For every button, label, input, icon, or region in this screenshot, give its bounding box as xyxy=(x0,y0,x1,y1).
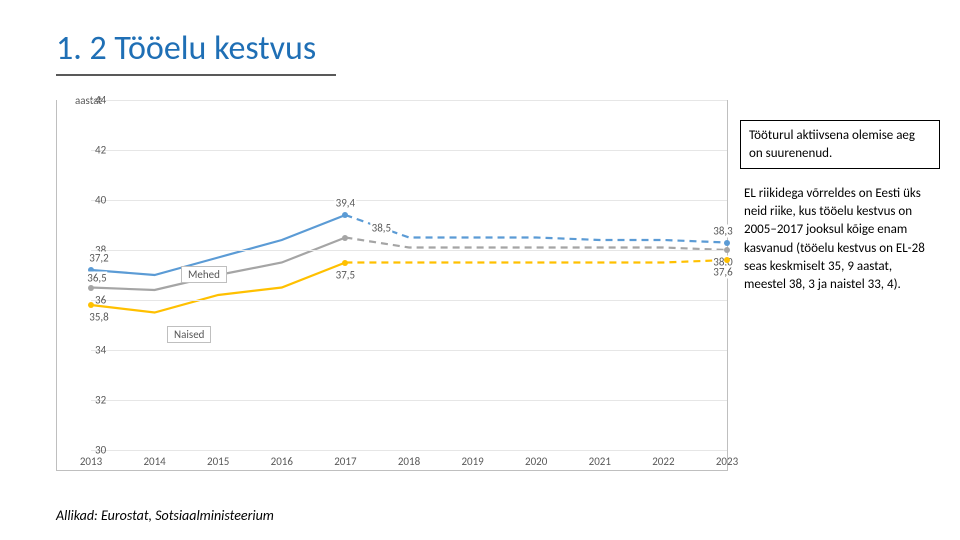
slide: 1. 2 Tööelu kestvus aastat 3032343638404… xyxy=(0,0,960,540)
grid-line xyxy=(91,400,727,401)
x-tick-label: 2014 xyxy=(143,455,165,468)
data-label: 37,5 xyxy=(335,268,356,281)
source-citation: Allikad: Eurostat, Sotsiaalministeerium xyxy=(56,507,274,524)
y-tick-label: 44 xyxy=(95,94,106,107)
grid-line xyxy=(91,450,727,451)
grid-line xyxy=(91,350,727,351)
data-marker xyxy=(724,257,730,263)
grid-line xyxy=(91,150,727,151)
y-tick-label: 34 xyxy=(95,344,106,357)
data-marker xyxy=(724,247,730,253)
x-tick-label: 2017 xyxy=(334,455,356,468)
data-label: 37,2 xyxy=(88,252,109,265)
data-label: 38,3 xyxy=(712,224,733,237)
legend-mehed: Mehed xyxy=(181,266,227,283)
x-tick-label: 2020 xyxy=(525,455,547,468)
line-chart: aastat 303234363840424420132014201520162… xyxy=(56,100,728,471)
data-label: 36,5 xyxy=(86,271,107,284)
grid-line xyxy=(91,200,727,201)
data-label: 35,8 xyxy=(88,311,109,324)
y-tick-label: 42 xyxy=(95,144,106,157)
series-line-mehed-forecast xyxy=(345,215,727,243)
series-line-naised-forecast xyxy=(345,260,727,263)
data-marker xyxy=(342,235,348,241)
legend-naised: Naised xyxy=(167,326,211,343)
page-title: 1. 2 Tööelu kestvus xyxy=(56,28,316,69)
data-marker xyxy=(724,240,730,246)
x-tick-label: 2018 xyxy=(398,455,420,468)
x-tick-label: 2021 xyxy=(589,455,611,468)
x-tick-label: 2019 xyxy=(461,455,483,468)
x-tick-label: 2013 xyxy=(80,455,102,468)
detail-text: EL riikidega võrreldes on Eesti üks neid… xyxy=(740,185,940,294)
grid-line xyxy=(91,300,727,301)
data-marker xyxy=(88,302,94,308)
data-label: 39,4 xyxy=(335,197,356,210)
data-marker xyxy=(88,285,94,291)
plot-region: 3032343638404244201320142015201620172018… xyxy=(91,100,727,450)
summary-callout: Tööturul aktiivsena olemise aeg on suure… xyxy=(740,120,940,169)
x-tick-label: 2016 xyxy=(271,455,293,468)
x-tick-label: 2015 xyxy=(207,455,229,468)
x-tick-label: 2022 xyxy=(652,455,674,468)
data-label: 37,6 xyxy=(712,266,733,279)
right-column: Tööturul aktiivsena olemise aeg on suure… xyxy=(740,120,940,294)
data-label: 38,5 xyxy=(371,221,392,234)
y-tick-label: 32 xyxy=(95,394,106,407)
data-marker xyxy=(342,212,348,218)
grid-line xyxy=(91,100,727,101)
title-underline xyxy=(56,74,336,76)
grid-line xyxy=(91,250,727,251)
x-tick-label: 2023 xyxy=(716,455,738,468)
data-marker xyxy=(342,260,348,266)
y-tick-label: 36 xyxy=(95,294,106,307)
y-tick-label: 40 xyxy=(95,194,106,207)
